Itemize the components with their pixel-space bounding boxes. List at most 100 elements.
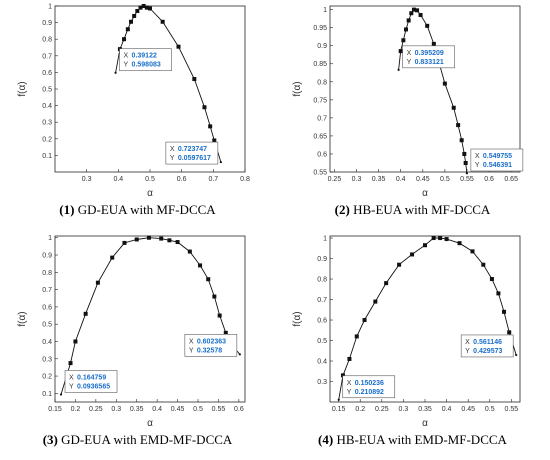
data-point bbox=[411, 7, 416, 12]
caption-number-1: (1) bbox=[59, 202, 75, 217]
datatip-box bbox=[470, 148, 524, 172]
data-point bbox=[423, 243, 427, 248]
data-point bbox=[73, 339, 78, 344]
caption-number-2: (2) bbox=[334, 202, 350, 217]
x-tick-label: 0.4 bbox=[152, 406, 162, 413]
x-tick-label: 0.3 bbox=[82, 176, 92, 183]
datatip-box bbox=[342, 375, 396, 399]
caption-number-3: (3) bbox=[42, 432, 58, 447]
data-point bbox=[457, 241, 462, 246]
x-axis-label: α bbox=[147, 188, 153, 199]
data-point bbox=[202, 105, 207, 110]
chart-1: 0.3 0.4 0.5 0.6 0.7 0.8 0.1 0.2 0.3 0.4 0.5 0.6 0.7 0… bbox=[17, 4, 250, 200]
y-tick-label: 0.95 bbox=[313, 25, 327, 32]
y-tick-label: 0.7 bbox=[317, 115, 327, 122]
y-tick-label: 0.55 bbox=[313, 170, 327, 177]
chart-caption-4: (4) HB-EUA with EMD-MF-DCCA bbox=[275, 432, 550, 448]
y-axis-label: f(α) bbox=[292, 81, 303, 96]
data-point bbox=[176, 44, 181, 49]
data-point bbox=[502, 309, 507, 314]
y-tick-label: 0.8 bbox=[42, 270, 52, 277]
y-tick-label: 0.5 bbox=[317, 338, 327, 345]
data-point bbox=[125, 27, 130, 32]
data-point bbox=[212, 138, 217, 143]
datatip-y-key: Y bbox=[475, 162, 480, 169]
x-tick-label: 0.45 bbox=[171, 406, 185, 413]
datatip-x-key: X bbox=[170, 146, 175, 153]
y-tick-label: 1 bbox=[48, 235, 52, 242]
x-tick-label: 0.3 bbox=[352, 176, 362, 183]
data-point bbox=[431, 41, 436, 46]
x-tick-label: 0.6 bbox=[177, 176, 187, 183]
x-tick-label: 0.5 bbox=[193, 406, 203, 413]
series-line bbox=[60, 237, 241, 395]
y-tick-label: 0.2 bbox=[42, 374, 52, 381]
x-tick-label: 0.55 bbox=[505, 406, 519, 413]
x-tick-label: 0.65 bbox=[504, 176, 518, 183]
y-tick-label: 1 bbox=[48, 4, 52, 11]
data-point bbox=[398, 49, 403, 54]
datatip-y-key: Y bbox=[170, 155, 175, 162]
datatip-y-value: 0.32578 bbox=[197, 347, 222, 354]
data-point bbox=[219, 160, 222, 164]
data-point bbox=[459, 138, 464, 143]
data-point bbox=[192, 77, 197, 82]
datatip-box bbox=[460, 334, 514, 358]
data-point bbox=[68, 361, 73, 366]
data-point bbox=[397, 262, 402, 267]
datatip-y-value: 0.0936565 bbox=[77, 383, 110, 390]
data-point bbox=[175, 240, 180, 245]
datatip-y-value: 0.598083 bbox=[132, 62, 161, 69]
x-axis-label: α bbox=[147, 418, 153, 429]
y-tick-label: 0.8 bbox=[317, 277, 327, 284]
datatip-x-value: 0.39122 bbox=[132, 53, 157, 60]
x-tick-label: 0.4 bbox=[113, 176, 123, 183]
data-point bbox=[198, 263, 203, 268]
data-point bbox=[354, 334, 359, 339]
y-tick-label: 0.5 bbox=[42, 322, 52, 329]
data-point bbox=[507, 330, 512, 335]
data-point bbox=[223, 330, 228, 335]
data-point bbox=[470, 249, 475, 254]
x-tick-label: 0.4 bbox=[396, 176, 406, 183]
y-axis-label: f(α) bbox=[17, 311, 28, 326]
datatip-x-key: X bbox=[124, 53, 129, 60]
y-tick-label: 0.9 bbox=[42, 253, 52, 260]
caption-text-1: GD-EUA with MF-DCCA bbox=[74, 202, 216, 217]
data-point bbox=[515, 353, 518, 357]
y-tick-label: 0.9 bbox=[317, 43, 327, 50]
y-tick-label: 1 bbox=[323, 236, 327, 243]
datatip-y-value: 0.429573 bbox=[473, 348, 502, 355]
data-point bbox=[135, 8, 140, 13]
data-point bbox=[110, 255, 115, 260]
data-point bbox=[212, 294, 217, 299]
x-tick-label: 0.25 bbox=[375, 406, 389, 413]
datatip-x-value: 0.549755 bbox=[483, 153, 512, 160]
datatip-y-key: Y bbox=[407, 59, 412, 66]
data-point bbox=[148, 6, 152, 11]
x-tick-label: 0.6 bbox=[234, 406, 244, 413]
data-point bbox=[141, 4, 146, 8]
y-axis-label: f(α) bbox=[292, 311, 303, 326]
x-tick-label: 0.3 bbox=[111, 406, 121, 413]
data-point bbox=[206, 277, 211, 282]
x-tick-label: 0.2 bbox=[355, 406, 365, 413]
y-tick-label: 0.9 bbox=[317, 256, 327, 263]
x-tick-label: 0.15 bbox=[48, 406, 62, 413]
chart-caption-2: (2) HB-EUA with MF-DCCA bbox=[275, 202, 550, 218]
data-point bbox=[160, 19, 165, 24]
x-tick-label: 0.25 bbox=[89, 406, 103, 413]
y-tick-label: 0.3 bbox=[42, 356, 52, 363]
chart-caption-3: (3) GD-EUA with EMD-MF-DCCA bbox=[0, 432, 275, 448]
datatip-x-key: X bbox=[189, 338, 194, 345]
y-tick-label: 1 bbox=[323, 7, 327, 14]
x-tick-label: 0.55 bbox=[460, 176, 474, 183]
